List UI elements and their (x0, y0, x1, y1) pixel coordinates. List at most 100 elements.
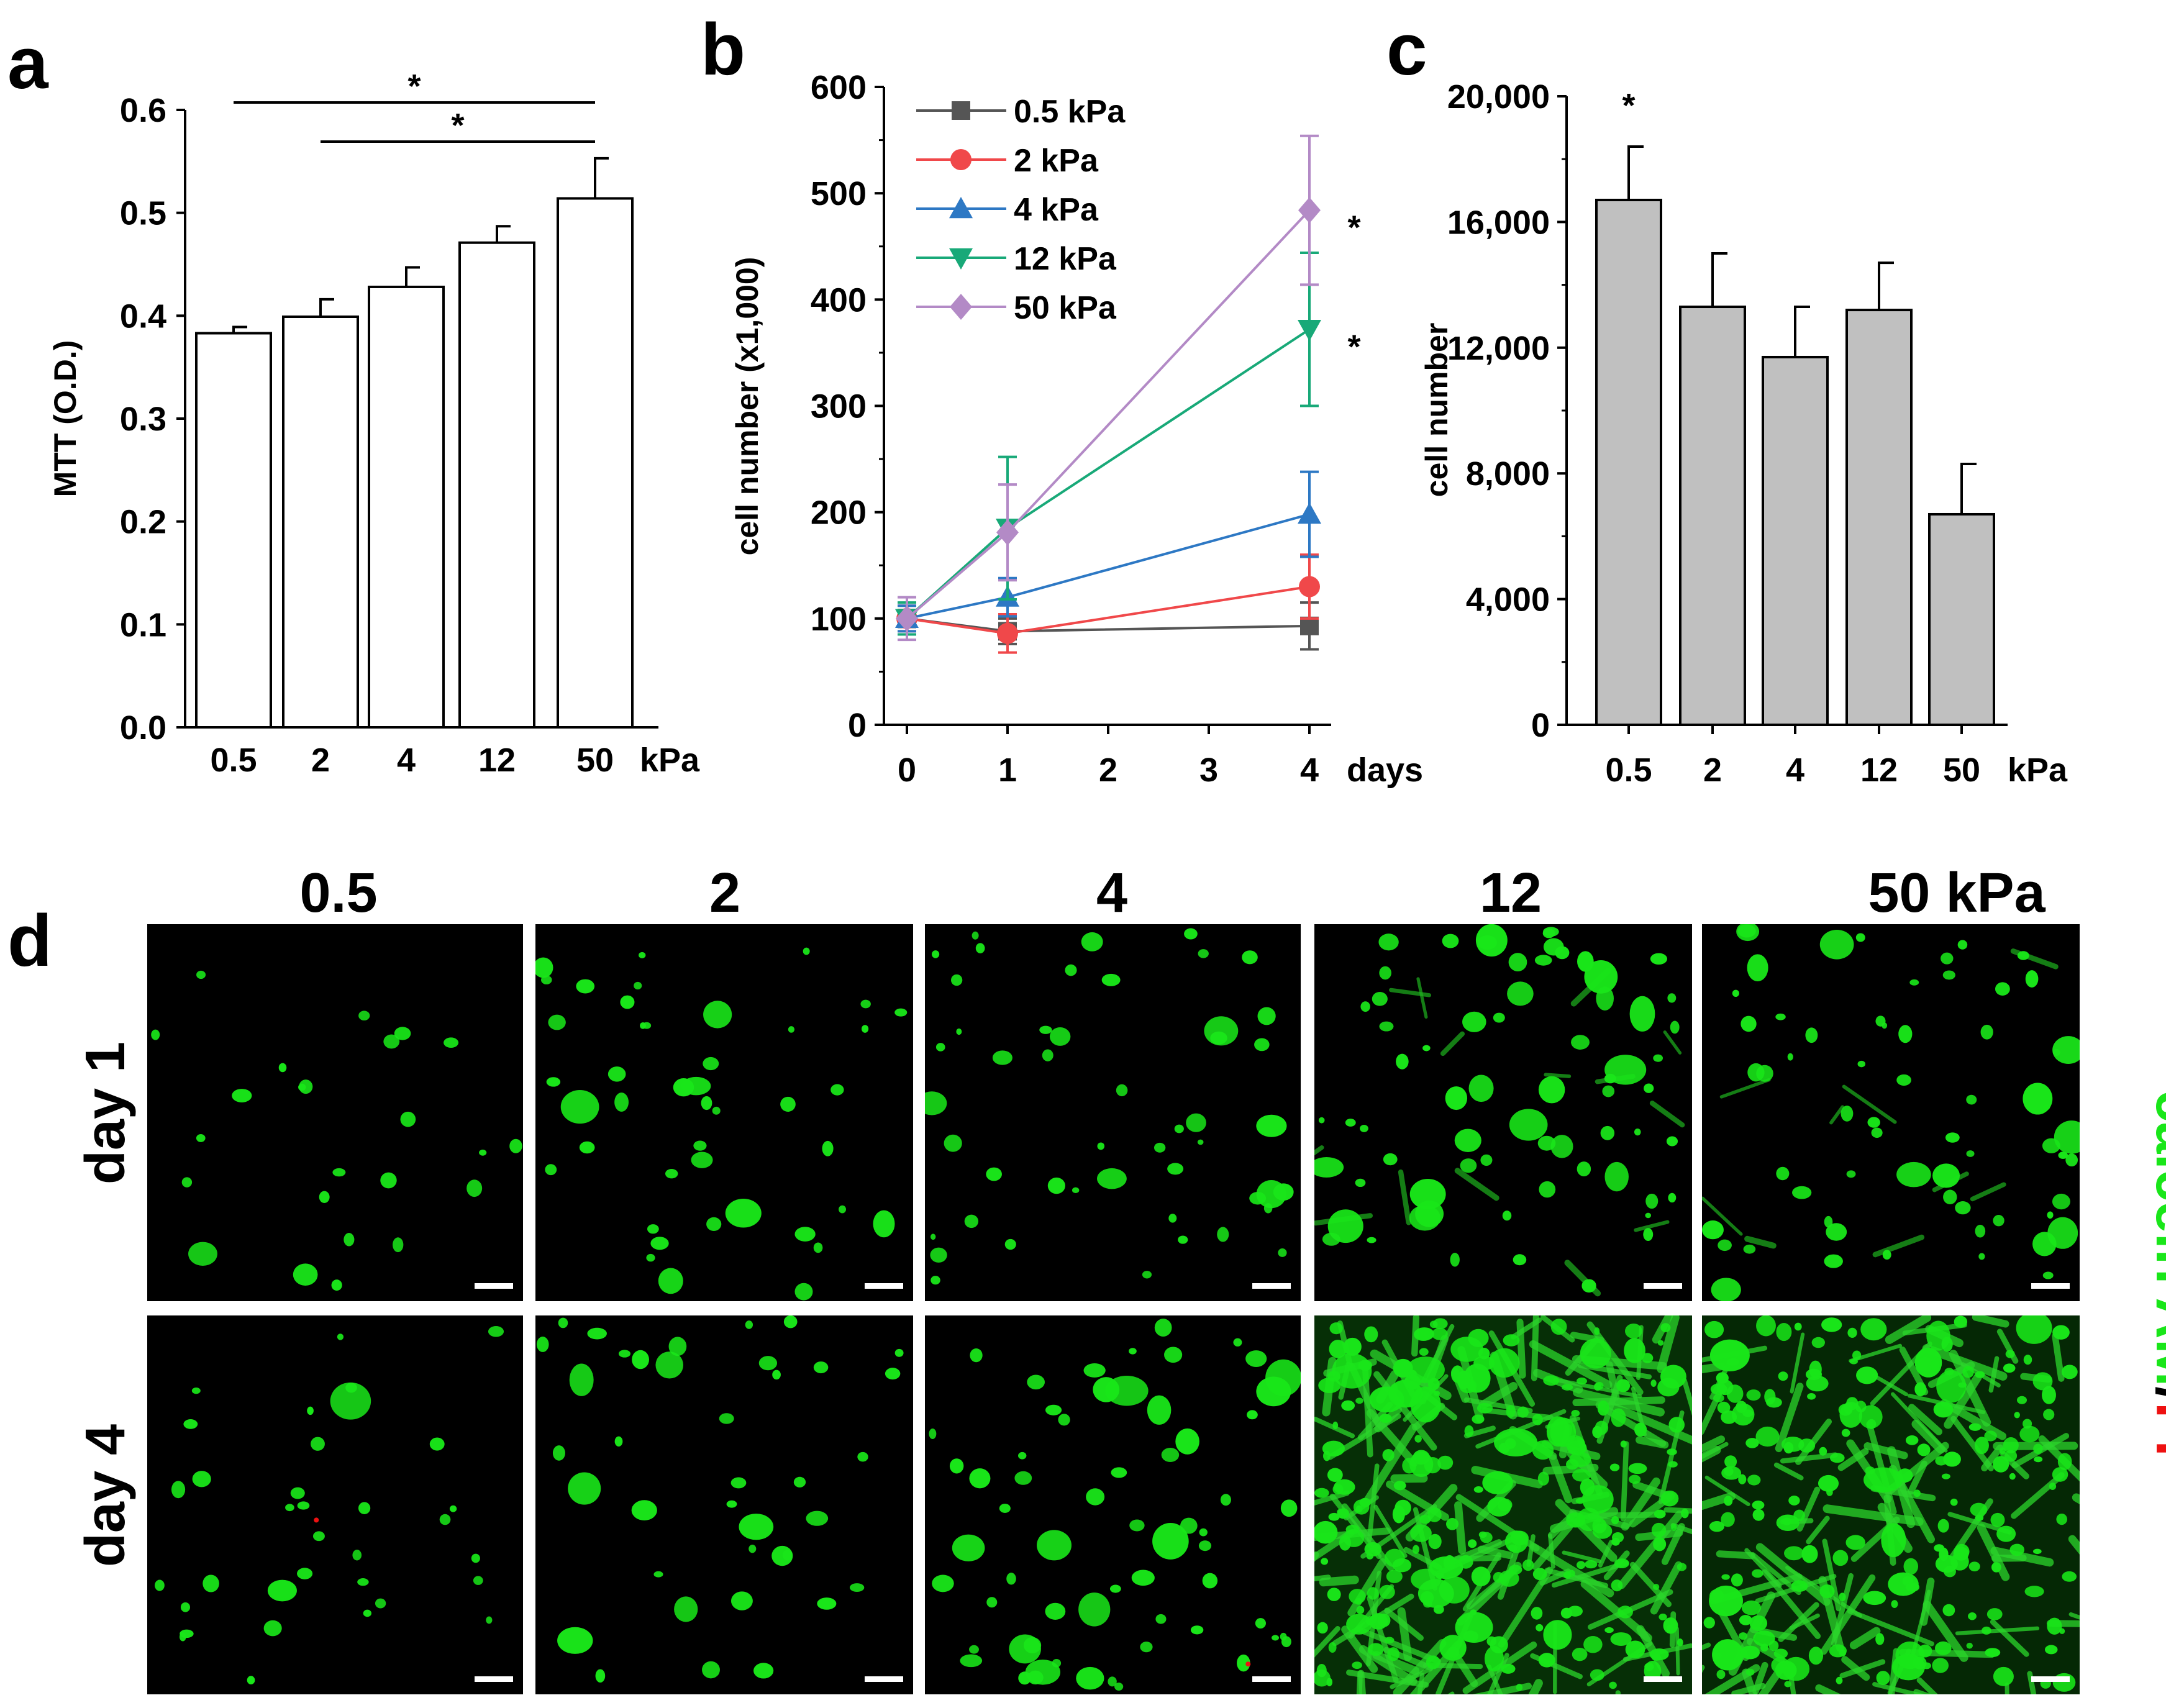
micrograph-live-cell (1776, 1323, 1792, 1342)
micrograph-live-cell (1539, 1181, 1556, 1198)
panel-b-point (997, 622, 1018, 644)
micrograph-cell-process (1544, 1568, 1609, 1589)
micrograph-live-cell (1482, 1471, 1513, 1495)
micrograph-live-cell (1314, 1488, 1329, 1498)
micrograph-live-cell (548, 1014, 566, 1030)
micrograph-live-cell (1724, 1496, 1733, 1506)
micrograph-live-cell (1752, 1569, 1763, 1578)
micrograph-live-cell (1996, 1525, 2016, 1542)
micrograph-cell-process (1393, 1639, 1447, 1694)
micrograph-live-cell (1450, 1252, 1460, 1267)
micrograph-live-cell (1164, 1347, 1183, 1363)
micrograph-live-cell (1909, 979, 1919, 986)
micrograph-live-cell (429, 1437, 445, 1451)
micrograph-live-cell (1468, 1329, 1489, 1347)
micrograph-live-cell (1863, 1591, 1886, 1606)
micrograph-cell-process (1755, 1543, 1831, 1606)
micrograph-live-cell (1546, 1416, 1570, 1447)
micrograph-cell-process (1516, 1319, 1526, 1379)
micrograph-live-cell (1737, 924, 1756, 938)
micrograph-cell-process (1908, 1404, 1942, 1435)
micrograph-live-cell (935, 1043, 945, 1052)
micrograph-live-cell (614, 1092, 629, 1112)
micrograph-background (1702, 924, 2080, 1301)
micrograph-live-cell (1272, 1635, 1280, 1641)
micrograph-live-cell (1065, 964, 1077, 976)
micrograph-live-cell (1360, 1125, 1368, 1132)
micrograph-live-cell (576, 979, 595, 994)
panel-a-x-tick-label: 50 (576, 742, 614, 779)
micrograph-live-cell (1616, 1379, 1631, 1392)
panel-a-bar (458, 241, 535, 729)
micrograph-live-cell (297, 1501, 310, 1510)
micrograph-live-cell (1255, 1618, 1267, 1629)
micrograph-live-cell (1367, 1587, 1379, 1600)
micrograph-live-cell (1460, 1158, 1477, 1173)
micrograph-live-cell (1836, 1676, 1843, 1684)
panel-c-significance-star: * (1622, 87, 1635, 124)
micrograph-live-cell (1585, 1560, 1598, 1569)
micrograph-live-cell (1821, 1317, 1842, 1332)
micrograph-live-cell (1764, 1389, 1776, 1405)
micrograph-live-cell (634, 981, 642, 990)
micrograph-live-cell (536, 1337, 549, 1352)
micrograph-live-cell (2034, 1456, 2043, 1463)
micrograph-cell-process (1314, 1574, 1331, 1582)
micrograph-cells (925, 928, 1294, 1285)
micrograph-cell-process (1355, 1626, 1442, 1665)
micrograph-live-cell (1666, 1625, 1673, 1633)
micrograph-background (535, 924, 913, 1301)
stain-label: calcein AM/PI (2144, 1090, 2166, 1456)
micrograph-live-cell (1718, 1239, 1732, 1251)
micrograph-scale-bar (1644, 1676, 1682, 1682)
micrograph-cell-process (2011, 1472, 2065, 1519)
column-title-4: 4 (1096, 862, 1127, 924)
micrograph-scale-bar (2031, 1676, 2070, 1682)
micrograph-live-cell (1577, 951, 1594, 972)
micrograph-live-cell (1186, 1113, 1206, 1132)
column-title-2: 2 (709, 862, 740, 924)
micrograph-live-cell (2009, 1543, 2024, 1556)
micrograph-cell-process (1744, 1235, 1777, 1249)
micrograph-live-cell (267, 1579, 297, 1602)
micrograph-live-cell (1859, 1405, 1883, 1429)
micrograph-cell-process (1841, 1656, 1870, 1681)
micrograph-live-cell (772, 1370, 781, 1380)
micrograph-background (147, 1315, 523, 1694)
micrograph-live-cell (2003, 1363, 2016, 1373)
micrograph-live-cell (803, 947, 810, 955)
micrograph-live-cell (1199, 1528, 1208, 1537)
micrograph-live-cell (782, 1550, 793, 1561)
micrograph-live-cell (1426, 1655, 1440, 1669)
micrograph-cell-process (2027, 1671, 2037, 1694)
panel-b-point (1299, 576, 1320, 597)
micrograph-live-cell (1643, 1228, 1654, 1242)
micrograph-cells (1702, 1315, 2080, 1694)
micrograph-cell-process (1972, 1315, 2009, 1328)
micrograph-live-cell (1841, 1106, 1854, 1122)
micrograph-live-cell (1941, 952, 1954, 965)
micrograph-live-cell (1480, 1154, 1493, 1166)
micrograph-cell-process (1944, 1373, 1982, 1429)
micrograph-live-cell (1472, 1414, 1485, 1424)
micrograph-live-cell (673, 1078, 694, 1097)
micrograph-live-cell (181, 1177, 193, 1188)
micrograph-live-cell (2062, 1571, 2077, 1582)
micrograph-live-cell (1580, 1338, 1611, 1369)
micrograph-live-cell (1905, 1582, 1919, 1592)
micrograph-live-cell (196, 1134, 206, 1142)
micrograph-live-cell (1204, 1016, 1239, 1046)
micrograph-live-cell (1614, 1558, 1629, 1569)
micrograph-live-cell (1105, 1376, 1149, 1406)
panel-a-bar (557, 197, 634, 729)
panel-b-y-tick-label: 200 (811, 494, 867, 532)
micrograph-live-cell (639, 952, 646, 959)
micrograph-live-cell (1826, 1223, 1847, 1241)
micrograph-live-cell (1721, 1574, 1730, 1580)
panel-d-micrographs: d 0.5 2 4 12 50 kPa day 1 day 4 calcein … (7, 862, 2166, 1694)
micrograph-cell-process (1872, 1373, 1908, 1397)
micrograph-live-cell (952, 1534, 985, 1561)
micrograph-live-cell (1794, 1322, 1802, 1331)
micrograph-live-cell (1382, 1449, 1395, 1461)
micrograph-live-cell (1808, 1647, 1824, 1665)
